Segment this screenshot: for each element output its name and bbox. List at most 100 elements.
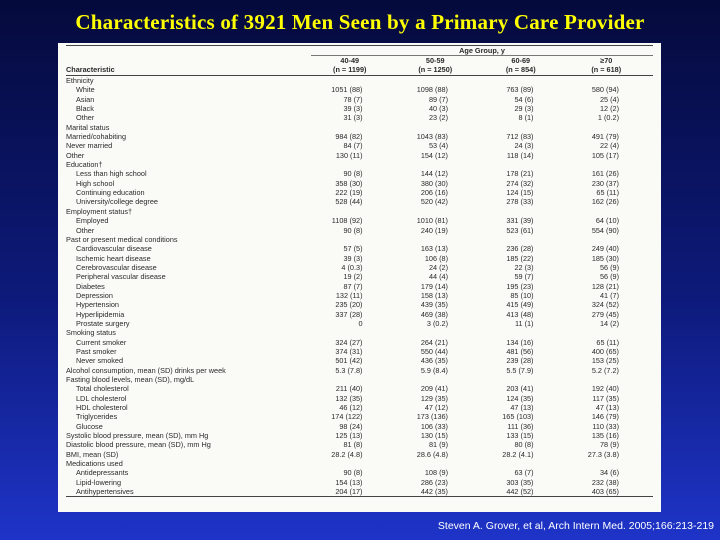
row-label: LDL cholesterol [76,393,127,403]
table-row: Diastolic blood pressure, mean (SD), mm … [66,440,653,449]
row-label: Glucose [76,421,103,431]
table-row: Hyperlipidemia 337 (28) 469 (38) 413 (48) 27… [66,310,653,319]
slide-title: Characteristics of 3921 Men Seen by a Pr… [75,10,645,34]
cell-value: 31 (3) [343,113,363,123]
cell-value: 57 (5) [343,244,363,254]
table-row: Married/cohabiting 984 (82) 1043 (83) 712 (… [66,132,653,141]
cell-value: 64 (10) [595,216,619,226]
cell-value: 374 (31) [335,346,363,356]
table-row: Ischemic heart disease 39 (3) 106 (8) 185 (… [66,254,653,263]
cell-value: 173 (136) [416,412,448,422]
cell-value [482,235,568,244]
cell-value: 286 (23) [420,477,448,487]
cell-value: 146 (79) [591,412,619,422]
row-label: White [76,85,95,95]
cell-value [482,123,568,132]
cell-value: 154 (13) [335,477,363,487]
row-label: Antihypertensives [66,487,311,498]
cell-value [482,375,568,384]
cell-value [568,459,654,468]
cell-value: 47 (13) [510,403,534,413]
cell-value: 154 (12) [420,150,448,160]
cell-value: 144 (12) [420,169,448,179]
cell-value: 80 (8) [514,440,534,450]
table-row: University/college degree 528 (44) 520 (42… [66,197,653,206]
cell-value: 90 (8) [343,169,363,179]
row-label: Other [76,225,95,235]
section-row: Ethnicity [66,76,653,86]
table-body: Ethnicity White 1051 (88) 1098 (88) 763 (89)… [66,76,654,498]
cell-value [568,207,654,216]
cell-value: 264 (21) [420,337,448,347]
cell-value: 129 (35) [420,393,448,403]
characteristics-table: Age Group, y 40-49 50-59 60-69 ≥70 Chara… [66,45,654,498]
table-row: Other 31 (3) 23 (2) 8 (1) 1 (0.2) [66,113,653,122]
cell-value: 501 (42) [335,356,363,366]
cell-value: 46 (12) [339,403,363,413]
cell-value: 358 (30) [335,178,363,188]
table-row: Total cholesterol 211 (40) 209 (41) 203 (41… [66,384,653,393]
table-row: HDL cholesterol 46 (12) 47 (12) 47 (13) 47 (… [66,403,653,412]
cell-value: 235 (20) [335,300,363,310]
section-row: Education† [66,160,653,169]
table-row: Hypertension 235 (20) 439 (35) 415 (49) 324 … [66,300,653,309]
cell-value: 279 (45) [591,309,619,319]
cell-value: 54 (6) [514,94,534,104]
cell-value: 78 (7) [343,94,363,104]
row-label: Current smoker [76,337,127,347]
cell-value: 90 (8) [343,468,363,478]
row-label: Smoking status [66,328,116,338]
cell-value: 436 (35) [420,356,448,366]
cell-value: 209 (41) [420,384,448,394]
row-label: Prostate surgery [76,318,130,328]
row-label: Ischemic heart disease [76,253,151,263]
cell-value: 232 (38) [591,477,619,487]
column-header-n: (n = 1250) [396,65,482,76]
cell-value: 413 (48) [506,309,534,319]
cell-value: 22 (3) [514,262,534,272]
table-row: Cardiovascular disease 57 (5) 163 (13) 236 … [66,244,653,253]
cell-value: 236 (28) [506,244,534,254]
cell-value: 185 (30) [591,253,619,263]
cell-value: 124 (15) [506,188,534,198]
age-group-header: Age Group, y [311,45,653,56]
column-header-label: 50-59 [425,56,445,65]
cell-value [397,76,483,86]
table-row: Antidepressants 90 (8) 108 (9) 63 (7) 34 (6) [66,468,653,477]
cell-value: 63 (7) [514,468,534,478]
cell-value: 3 (0.2) [426,318,448,328]
cell-value: 179 (14) [420,281,448,291]
cell-value: 117 (35) [592,393,619,403]
row-label: Diabetes [76,281,105,291]
row-label: Married/cohabiting [66,132,127,142]
cell-value: 520 (42) [420,197,448,207]
cell-value: 204 (17) [311,487,397,498]
row-label: Hypertension [76,300,119,310]
row-label: Fasting blood levels, mean (SD), mg/dL [66,375,195,384]
cell-value: 554 (90) [591,225,619,235]
row-label: Past smoker [76,346,117,356]
row-label: Employment status† [66,206,133,216]
cell-value: 85 (10) [510,290,534,300]
cell-value: 106 (8) [424,253,448,263]
row-label: Cardiovascular disease [76,244,152,254]
cell-value: 65 (11) [596,188,619,198]
cell-value: 161 (26) [591,169,619,179]
table-row: Depression 132 (11) 158 (13) 85 (10) 41 (7) [66,291,653,300]
cell-value [311,207,397,216]
cell-value: 163 (13) [420,244,448,254]
column-header-label: ≥70 [600,56,613,65]
cell-value [482,76,568,86]
cell-value: 324 (52) [591,300,619,310]
cell-value: 240 (19) [420,225,448,235]
cell-value: 89 (7) [428,94,448,104]
cell-value: 34 (6) [599,468,619,478]
cell-value: 135 (16) [591,431,619,441]
cell-value [397,328,483,337]
cell-value: 415 (49) [506,300,534,310]
cell-value: 5.3 (7.8) [335,365,363,375]
cell-value [397,459,483,468]
row-label: Depression [76,290,113,300]
section-row: Fasting blood levels, mean (SD), mg/dL [66,375,653,384]
table-row: Asian 78 (7) 89 (7) 54 (6) 25 (4) [66,95,653,104]
